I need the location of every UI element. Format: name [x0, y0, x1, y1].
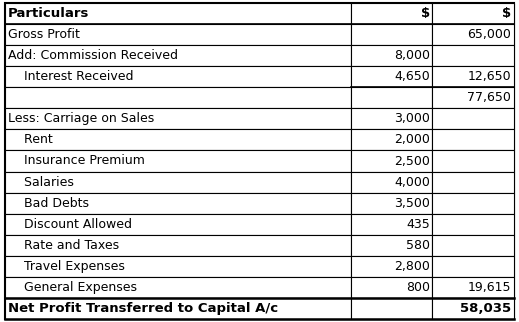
Text: 580: 580: [406, 239, 430, 252]
FancyBboxPatch shape: [5, 277, 351, 298]
Text: Discount Allowed: Discount Allowed: [8, 218, 132, 231]
FancyBboxPatch shape: [351, 150, 432, 172]
FancyBboxPatch shape: [432, 172, 514, 193]
Text: $: $: [502, 7, 511, 20]
Text: Rate and Taxes: Rate and Taxes: [8, 239, 119, 252]
FancyBboxPatch shape: [5, 150, 351, 172]
Text: 65,000: 65,000: [468, 28, 511, 41]
Text: Insurance Premium: Insurance Premium: [8, 155, 145, 167]
FancyBboxPatch shape: [5, 45, 351, 66]
FancyBboxPatch shape: [5, 87, 351, 109]
FancyBboxPatch shape: [432, 277, 514, 298]
FancyBboxPatch shape: [432, 298, 514, 319]
Text: 800: 800: [406, 281, 430, 294]
FancyBboxPatch shape: [432, 66, 514, 87]
Text: Interest Received: Interest Received: [8, 70, 133, 83]
FancyBboxPatch shape: [351, 172, 432, 193]
FancyBboxPatch shape: [351, 277, 432, 298]
FancyBboxPatch shape: [432, 235, 514, 256]
Text: General Expenses: General Expenses: [8, 281, 136, 294]
Text: 8,000: 8,000: [394, 49, 430, 62]
Text: 77,650: 77,650: [468, 91, 511, 104]
FancyBboxPatch shape: [5, 109, 351, 129]
Text: Salaries: Salaries: [8, 175, 74, 189]
Text: 2,500: 2,500: [394, 155, 430, 167]
FancyBboxPatch shape: [351, 45, 432, 66]
Text: 3,000: 3,000: [394, 112, 430, 126]
FancyBboxPatch shape: [432, 87, 514, 109]
Text: 19,615: 19,615: [468, 281, 511, 294]
FancyBboxPatch shape: [432, 109, 514, 129]
Text: 3,500: 3,500: [394, 196, 430, 210]
FancyBboxPatch shape: [5, 24, 351, 45]
FancyBboxPatch shape: [5, 213, 351, 235]
FancyBboxPatch shape: [5, 193, 351, 213]
FancyBboxPatch shape: [432, 150, 514, 172]
Text: Bad Debts: Bad Debts: [8, 196, 89, 210]
FancyBboxPatch shape: [5, 235, 351, 256]
FancyBboxPatch shape: [351, 87, 432, 109]
Text: Particulars: Particulars: [8, 7, 89, 20]
Text: Gross Profit: Gross Profit: [8, 28, 79, 41]
FancyBboxPatch shape: [432, 213, 514, 235]
FancyBboxPatch shape: [5, 298, 351, 319]
Text: 58,035: 58,035: [460, 302, 511, 315]
FancyBboxPatch shape: [5, 3, 514, 319]
FancyBboxPatch shape: [432, 3, 514, 24]
FancyBboxPatch shape: [5, 256, 351, 277]
FancyBboxPatch shape: [5, 3, 351, 24]
Text: Rent: Rent: [8, 133, 52, 147]
FancyBboxPatch shape: [432, 129, 514, 150]
FancyBboxPatch shape: [351, 298, 432, 319]
Text: 4,000: 4,000: [394, 175, 430, 189]
FancyBboxPatch shape: [351, 24, 432, 45]
Text: $: $: [421, 7, 430, 20]
FancyBboxPatch shape: [351, 129, 432, 150]
FancyBboxPatch shape: [351, 213, 432, 235]
FancyBboxPatch shape: [432, 45, 514, 66]
Text: 2,000: 2,000: [394, 133, 430, 147]
FancyBboxPatch shape: [432, 256, 514, 277]
FancyBboxPatch shape: [351, 109, 432, 129]
FancyBboxPatch shape: [351, 193, 432, 213]
FancyBboxPatch shape: [5, 129, 351, 150]
Text: 2,800: 2,800: [394, 260, 430, 273]
FancyBboxPatch shape: [432, 24, 514, 45]
FancyBboxPatch shape: [351, 66, 432, 87]
Text: 435: 435: [406, 218, 430, 231]
Text: 4,650: 4,650: [394, 70, 430, 83]
FancyBboxPatch shape: [351, 256, 432, 277]
Text: Travel Expenses: Travel Expenses: [8, 260, 125, 273]
Text: Net Profit Transferred to Capital A/c: Net Profit Transferred to Capital A/c: [8, 302, 278, 315]
FancyBboxPatch shape: [351, 3, 432, 24]
FancyBboxPatch shape: [5, 66, 351, 87]
FancyBboxPatch shape: [351, 235, 432, 256]
Text: 12,650: 12,650: [468, 70, 511, 83]
Text: Add: Commission Received: Add: Commission Received: [8, 49, 177, 62]
Text: Less: Carriage on Sales: Less: Carriage on Sales: [8, 112, 154, 126]
FancyBboxPatch shape: [5, 172, 351, 193]
FancyBboxPatch shape: [432, 193, 514, 213]
